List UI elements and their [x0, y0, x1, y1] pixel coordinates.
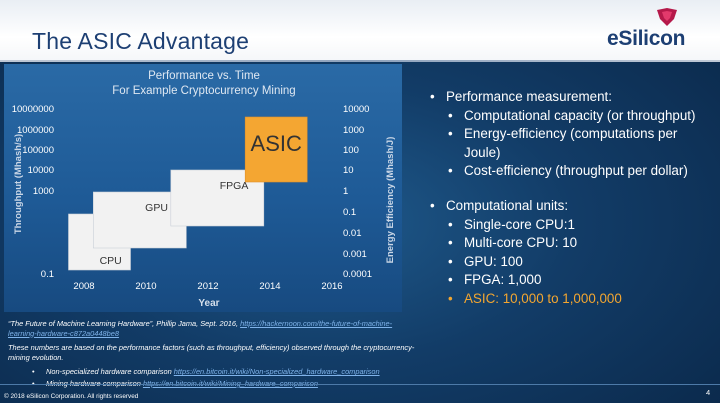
y-left-tick-label: 1000000 — [17, 125, 54, 136]
esilicon-logo-text: eSilicon — [607, 27, 686, 50]
chart-block-asic — [244, 116, 308, 183]
bullet-item: Computational capacity (or throughput) — [430, 107, 715, 126]
x-axis-label: Year — [198, 298, 219, 309]
page-number: 4 — [706, 388, 711, 397]
y-right-tick-label: 1000 — [343, 125, 364, 136]
y-right-tick-label: 0.1 — [343, 207, 356, 218]
x-tick-label: 2008 — [73, 281, 94, 292]
bullet-list: Performance measurement:Computational ca… — [430, 88, 715, 309]
chart-block-label: GPU — [145, 202, 168, 214]
bullet-item: FPGA: 1,000 — [430, 271, 715, 290]
x-tick-label: 2010 — [135, 281, 156, 292]
y-right-tick-label: 10 — [343, 165, 354, 176]
y-left-tick-label: 100000 — [22, 145, 54, 156]
references-note: These numbers are based on the performan… — [8, 343, 415, 362]
reference-link[interactable]: https://en.bitcoin.it/wiki/Non-specializ… — [173, 367, 380, 377]
y-left-tick-label: 1000 — [33, 186, 54, 197]
bullet-spacer — [430, 181, 715, 197]
bullet-item: Multi-core CPU: 10 — [430, 234, 715, 253]
reference-item: Mining hardware comparison https://en.bi… — [8, 379, 420, 389]
chart-block-label: FPGA — [220, 180, 249, 192]
y-right-tick-label: 0.01 — [343, 228, 362, 239]
copyright: © 2018 eSilicon Corporation. All rights … — [4, 393, 139, 400]
bullet-item: GPU: 100 — [430, 253, 715, 272]
y-right-tick-label: 0.0001 — [343, 269, 372, 280]
footer-divider — [0, 384, 720, 385]
reference-link[interactable]: https://en.bitcoin.it/wiki/Mining_hardwa… — [143, 379, 318, 388]
y-axis-right-label: Energy Efficiency (Mhash/J) — [385, 137, 396, 264]
bullet-item: ASIC: 10,000 to 1,000,000 — [430, 290, 715, 309]
bullet-item: Single-core CPU:1 — [430, 216, 715, 235]
y-left-tick-label: 0.1 — [41, 269, 54, 280]
x-tick-label: 2014 — [259, 281, 280, 292]
references: “The Future of Machine Learning Hardware… — [8, 319, 420, 391]
bullet-heading: Performance measurement: — [430, 88, 715, 107]
reference-item: Non-specialized hardware comparison http… — [8, 367, 420, 377]
bullet-item: Cost-efficiency (throughput per dollar) — [430, 162, 715, 181]
y-right-tick-label: 10000 — [343, 104, 369, 115]
x-tick-label: 2012 — [197, 281, 218, 292]
chart-block-label: CPU — [100, 255, 122, 267]
citation: “The Future of Machine Learning Hardware… — [8, 319, 393, 338]
y-right-tick-label: 0.001 — [343, 249, 367, 260]
chart-block-label: ASIC — [251, 131, 302, 156]
y-left-tick-label: 10000 — [28, 165, 54, 176]
y-right-tick-label: 100 — [343, 145, 359, 156]
chart-subtitle: For Example Cryptocurrency Mining — [112, 85, 295, 97]
slide-header — [0, 0, 720, 62]
citation-link[interactable]: https://hackernoon.com/the-future-of-mac… — [8, 319, 393, 338]
esilicon-logo-icon — [657, 8, 677, 26]
bullet-heading: Computational units: — [430, 197, 715, 216]
y-right-tick-label: 1 — [343, 186, 348, 197]
y-axis-left-label: Throughput (Mhash/s) — [13, 134, 24, 234]
bullet-item: Energy-efficiency (computations per Joul… — [430, 125, 715, 162]
performance-chart: Performance vs. Time For Example Cryptoc… — [12, 70, 396, 309]
y-left-tick-label: 10000000 — [12, 104, 54, 115]
x-tick-label: 2016 — [321, 281, 342, 292]
slide-title: The ASIC Advantage — [32, 28, 250, 54]
chart-title: Performance vs. Time — [148, 70, 260, 82]
header-divider — [0, 60, 720, 62]
